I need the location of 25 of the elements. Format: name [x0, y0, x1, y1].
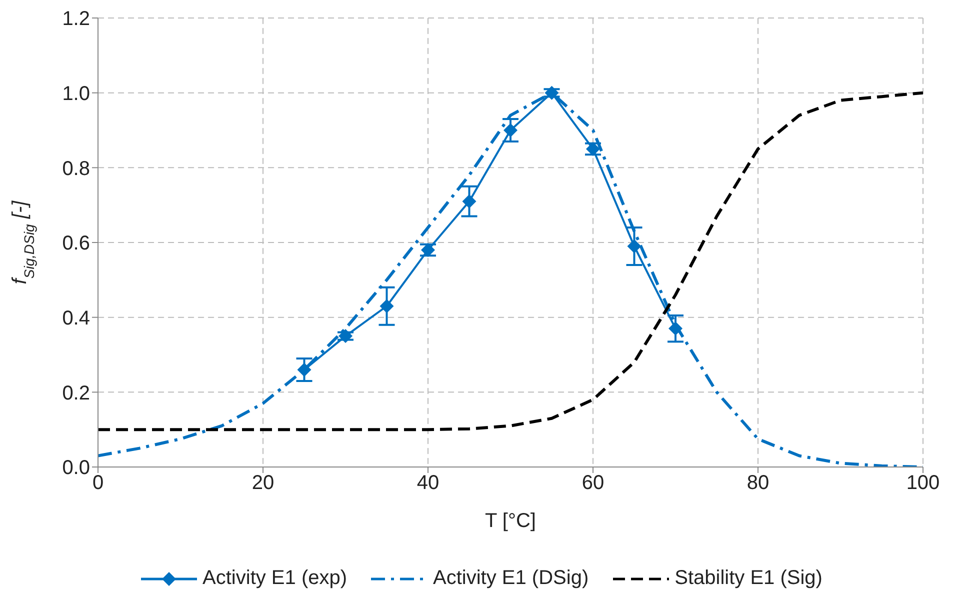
point [380, 299, 394, 314]
x-axis-title: T [°C] [485, 510, 536, 532]
x-tick-label: 40 [416, 472, 440, 494]
point [297, 362, 312, 377]
x-tick-label: 20 [252, 472, 274, 494]
point [668, 322, 682, 336]
x-tick-label: 60 [582, 472, 604, 494]
x-tick-label: 100 [906, 472, 940, 494]
y-tick-label: 1.2 [62, 8, 90, 30]
x-tick-label: 0 [92, 472, 104, 494]
legend-label: Activity E1 (DSig) [433, 567, 589, 590]
y-tick-label: 0.4 [62, 307, 90, 330]
y-tick-label: 0.0 [62, 457, 90, 480]
legend-label: Stability E1 (Sig) [674, 567, 822, 590]
point [544, 86, 559, 100]
point [504, 123, 518, 138]
point [627, 239, 642, 254]
x-tick-label: 80 [746, 472, 770, 494]
y-tick-label: 0.8 [62, 158, 90, 180]
point [338, 329, 352, 344]
y-tick-label: 1.0 [62, 82, 90, 105]
y-tick-label: 0.6 [62, 232, 90, 255]
legend-label: Activity E1 (exp) [202, 567, 348, 590]
point [462, 194, 476, 208]
y-tick-label: 0.2 [62, 382, 90, 404]
